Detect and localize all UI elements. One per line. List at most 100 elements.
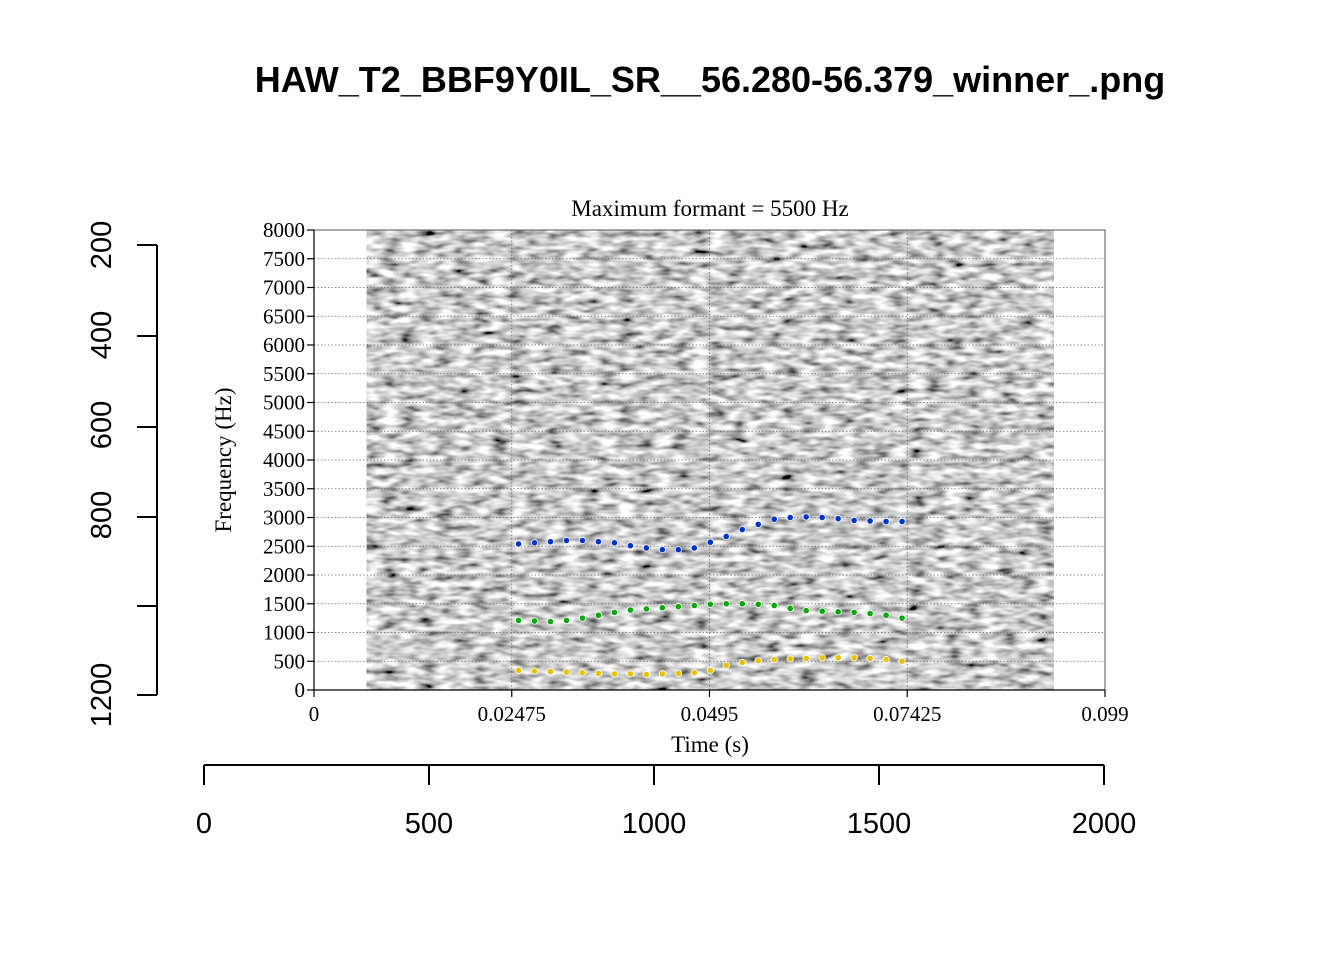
formant-point	[514, 616, 523, 625]
formant-point	[674, 669, 682, 677]
formant-point	[658, 604, 666, 612]
y-tick-label: 3000	[263, 506, 305, 530]
outer-y-tick-label: 200	[86, 221, 118, 269]
formant-point	[706, 666, 714, 675]
x-tick-label: 0.0495	[681, 702, 739, 726]
formant-point	[898, 657, 906, 665]
formant-point	[738, 658, 746, 667]
formant-point	[626, 542, 635, 550]
y-tick-label: 6500	[263, 304, 305, 328]
formant-point	[786, 655, 794, 663]
y-tick-label: 4000	[263, 448, 305, 472]
formant-point	[690, 601, 698, 610]
formant-point	[530, 617, 539, 625]
x-tick-label: 0.02475	[478, 702, 546, 726]
formant-point	[722, 661, 730, 669]
formant-point	[658, 670, 666, 678]
outer-x-tick-label: 500	[405, 808, 453, 840]
formant-point	[674, 546, 682, 554]
formant-point	[722, 532, 730, 541]
outer-x-tick-label: 0	[196, 808, 212, 840]
formant-point	[578, 614, 587, 622]
y-tick-label: 0	[295, 678, 306, 702]
formant-point	[738, 525, 746, 534]
formant-point	[818, 654, 826, 662]
formant-point	[562, 616, 571, 625]
outer-y-tick-label: 800	[86, 491, 118, 539]
formant-point	[594, 669, 603, 677]
chart-title: Maximum formant = 5500 Hz	[571, 196, 848, 221]
formant-point	[754, 520, 762, 529]
formant-point	[882, 611, 890, 619]
y-tick-label: 1000	[263, 621, 305, 645]
y-axis-label: Frequency (Hz)	[211, 388, 236, 533]
formant-point	[882, 517, 890, 526]
x-axis: 0 0.02475 0.0495 0.07425 0.099	[309, 689, 1129, 726]
y-tick-label: 3500	[263, 477, 305, 501]
formant-point	[898, 614, 906, 622]
formant-point	[610, 670, 619, 678]
outer-x-tick-label: 2000	[1072, 808, 1137, 840]
formant-point	[834, 515, 842, 523]
formant-point	[658, 546, 666, 554]
figure-title: HAW_T2_BBF9Y0IL_SR__56.280-56.379_winner…	[255, 59, 1165, 100]
outer-y-tick-label: 1200	[86, 663, 118, 728]
y-tick-label: 5500	[263, 362, 305, 386]
x-tick-label: 0	[309, 702, 320, 726]
formant-point	[834, 654, 842, 662]
y-tick-label: 6000	[263, 333, 305, 357]
formant-point	[690, 544, 698, 552]
formant-point	[850, 654, 858, 662]
formant-point	[786, 604, 794, 612]
formant-point	[706, 538, 714, 546]
formant-point	[690, 669, 698, 677]
formant-point	[898, 517, 906, 526]
formant-point	[674, 603, 682, 611]
y-tick-label: 1500	[263, 592, 305, 616]
formant-point	[770, 655, 778, 664]
formant-point	[530, 667, 539, 675]
formant-point	[610, 608, 619, 616]
y-tick-label: 7000	[263, 276, 305, 300]
formant-point	[818, 513, 826, 522]
formant-point	[626, 670, 635, 678]
outer-y-axis: 200 400 600 800 1200	[86, 221, 158, 728]
formant-point	[738, 600, 746, 608]
y-tick-label: 2500	[263, 534, 305, 558]
x-axis-label: Time (s)	[671, 732, 749, 757]
formant-point	[866, 609, 874, 618]
formant-tracks	[514, 513, 906, 679]
formant-series-3	[514, 654, 906, 679]
outer-x-axis: 0 500 1000 1500 2000	[196, 764, 1137, 840]
formant-point	[546, 538, 555, 546]
formant-point	[818, 607, 826, 615]
formant-point	[850, 608, 858, 616]
y-tick-label: 4500	[263, 419, 305, 443]
formant-point	[530, 539, 539, 547]
formant-point	[770, 515, 778, 523]
formant-point	[642, 605, 650, 613]
formant-point	[850, 516, 858, 524]
y-tick-label: 2000	[263, 563, 305, 587]
formant-point	[642, 670, 650, 679]
formant-point	[722, 600, 730, 608]
formant-point	[562, 536, 571, 545]
formant-point	[578, 669, 587, 677]
formant-point	[770, 601, 778, 610]
formant-series-2	[514, 600, 906, 626]
formant-point	[706, 600, 714, 608]
formant-point	[754, 600, 762, 608]
formant-point	[754, 657, 762, 665]
formant-point	[802, 607, 810, 615]
formant-point	[578, 536, 587, 545]
formant-point	[802, 654, 810, 662]
x-tick-label: 0.07425	[873, 702, 941, 726]
formant-point	[866, 517, 874, 525]
formant-point	[514, 666, 523, 675]
y-axis: 0 500 1000 1500 2000 2500 3000 3500 4000 4500 5000…	[263, 218, 315, 702]
formant-point	[834, 608, 842, 616]
y-tick-label: 7500	[263, 247, 305, 271]
y-tick-label: 500	[274, 649, 306, 673]
formant-point	[786, 513, 794, 522]
